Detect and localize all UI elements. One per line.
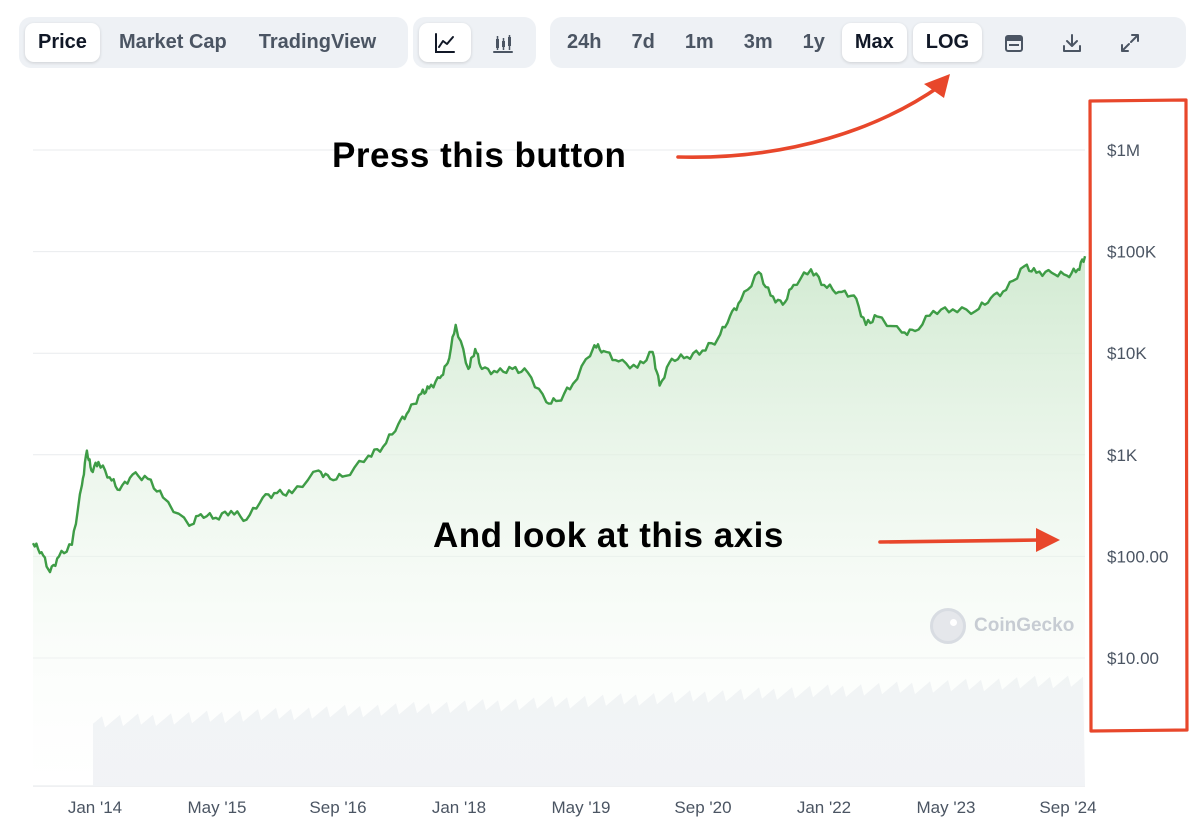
x-tick-label: Jan '22 (797, 798, 851, 817)
annotation-press-button: Press this button (332, 136, 627, 175)
range-1m-button[interactable]: 1m (684, 31, 714, 53)
y-tick-label: $10K (1107, 344, 1147, 363)
y-tick-label: $100.00 (1107, 547, 1168, 566)
range-max-button[interactable]: Max (841, 23, 907, 62)
price-area-fill (33, 256, 1085, 786)
line-chart-button[interactable] (419, 23, 471, 62)
watermark-text: CoinGecko (974, 615, 1075, 636)
tab-price[interactable]: Price (25, 23, 100, 62)
calendar-button[interactable] (988, 23, 1040, 62)
annotation-arrowhead-to-log (924, 74, 950, 98)
download-button[interactable] (1046, 23, 1098, 62)
x-tick-label: Sep '20 (674, 798, 731, 817)
range-toolbar: 24h 7d 1m 3m 1y Max LOG (550, 17, 1186, 68)
x-tick-label: May '19 (552, 798, 611, 817)
x-tick-label: Jan '14 (68, 798, 122, 817)
coingecko-watermark: CoinGecko (930, 608, 1074, 644)
x-tick-label: May '23 (917, 798, 976, 817)
annotation-arrow-to-log (676, 84, 942, 159)
fullscreen-icon (1121, 33, 1140, 52)
calendar-icon (1005, 34, 1024, 52)
fullscreen-button[interactable] (1104, 23, 1156, 62)
y-tick-label: $100K (1107, 243, 1157, 262)
annotation-arrowhead-to-axis (1036, 528, 1060, 552)
range-24h-button[interactable]: 24h (567, 31, 602, 53)
log-scale-button[interactable]: LOG (912, 23, 983, 62)
range-1y-button[interactable]: 1y (802, 31, 825, 53)
annotation-arrow-to-axis (878, 538, 1042, 544)
axis-highlight-box (1088, 98, 1189, 733)
download-icon (1063, 33, 1082, 52)
range-3m-button[interactable]: 3m (743, 31, 773, 53)
y-tick-label: $10.00 (1107, 649, 1159, 668)
x-tick-label: Sep '16 (309, 798, 366, 817)
line-chart-icon (435, 32, 455, 53)
x-tick-label: Jan '18 (432, 798, 486, 817)
coingecko-logo-icon (930, 608, 966, 644)
y-tick-label: $1K (1107, 446, 1138, 465)
price-line (31, 255, 1087, 574)
range-7d-button[interactable]: 7d (631, 31, 655, 53)
tab-tradingview[interactable]: TradingView (258, 31, 377, 53)
y-tick-label: $1M (1107, 141, 1140, 160)
annotation-look-axis: And look at this axis (433, 516, 784, 555)
candlestick-chart-button[interactable] (477, 23, 529, 62)
x-tick-label: May '15 (188, 798, 247, 817)
x-tick-label: Sep '24 (1039, 798, 1096, 817)
view-tabs: Price Market Cap TradingView (19, 17, 408, 68)
candlestick-chart-icon (493, 34, 513, 53)
chart-type-toggle (413, 17, 536, 68)
tab-market-cap[interactable]: Market Cap (118, 31, 227, 53)
